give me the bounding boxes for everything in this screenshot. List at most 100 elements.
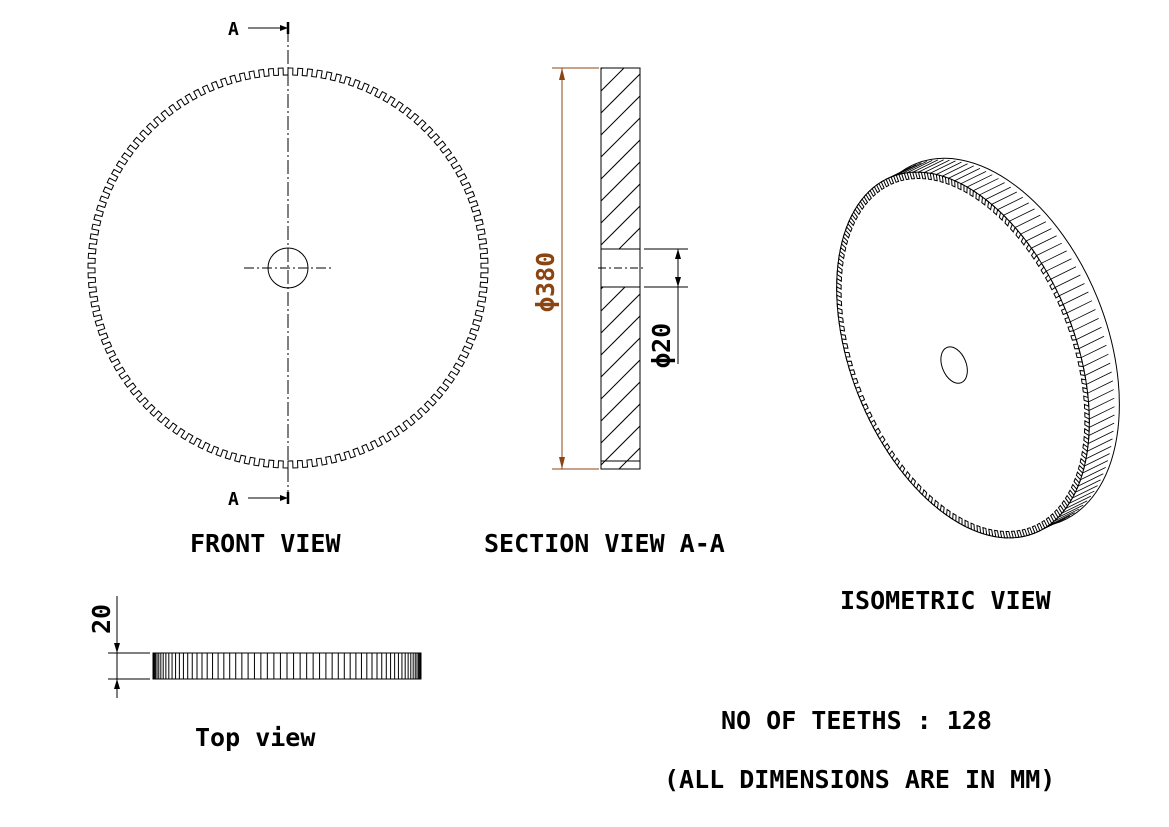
iso-tooth-ridge — [1059, 283, 1085, 297]
hatch-line — [601, 8, 640, 47]
section-view: ϕ380 ϕ20 SECTION VIEW A-A — [484, 8, 725, 558]
iso-tooth-ridge — [1082, 460, 1109, 474]
teeth-count-note: NO OF TEETHS : 128 — [721, 706, 992, 735]
iso-tooth-ridge — [896, 162, 922, 176]
iso-tooth-ridge — [979, 182, 1005, 196]
iso-tooth-ridge — [1077, 473, 1104, 487]
hatch-line — [618, 447, 640, 469]
iso-tooth-ridge — [1087, 380, 1114, 394]
iso-tooth-ridge — [1046, 258, 1072, 272]
iso-tooth-ridge — [1073, 317, 1099, 332]
iso-tooth-ridge — [924, 159, 950, 173]
iso-tooth-ridge — [1084, 362, 1111, 376]
iso-tooth-ridge — [1036, 242, 1062, 256]
units-note: (ALL DIMENSIONS ARE IN MM) — [664, 765, 1055, 794]
iso-tooth-ridge — [1041, 250, 1067, 264]
iso-tooth-ridge — [1009, 208, 1035, 222]
hatch-line — [601, 139, 640, 180]
section-marker-bottom: A — [228, 489, 290, 510]
iso-tooth-ridge — [1076, 326, 1102, 340]
hatch-line — [601, 161, 640, 202]
hatch-line — [601, 117, 640, 158]
iso-tooth-ridge — [1075, 479, 1101, 493]
iso-tooth-ridge — [1088, 389, 1114, 403]
iso-tooth-ridge — [1087, 438, 1113, 452]
bore-diameter-dimension-text: ϕ20 — [647, 323, 676, 368]
iso-tooth-ridge — [1078, 335, 1105, 349]
iso-tooth-ridge — [1061, 500, 1088, 514]
bore-diameter-dimension — [644, 248, 688, 364]
outer-diameter-dimension — [552, 67, 599, 470]
iso-tooth-ridge — [1025, 228, 1052, 242]
hatch-line — [601, 403, 640, 444]
hatch-line — [601, 337, 640, 378]
hatch-line — [601, 68, 625, 92]
iso-tooth-ridge — [1057, 504, 1084, 518]
iso-tooth-ridge — [1072, 485, 1098, 499]
section-view-title: SECTION VIEW A-A — [484, 529, 725, 558]
face-width-dimension — [108, 596, 150, 698]
iso-tooth-ridge — [1070, 309, 1096, 323]
hatch-line — [601, 492, 640, 531]
hatch-line — [601, 425, 640, 466]
section-marker-top: A — [228, 19, 290, 40]
iso-tooth-ridge — [1054, 274, 1081, 288]
section-marker-top-label: A — [228, 19, 239, 40]
iso-tooth-ridge — [942, 163, 968, 177]
iso-tooth-ridge — [1063, 291, 1089, 305]
isometric-view-front-tooth-profile — [836, 171, 1090, 539]
isometric-view-bore — [940, 346, 968, 384]
hatch-line — [601, 470, 640, 509]
iso-tooth-ridge — [960, 170, 987, 185]
iso-tooth-ridge — [1031, 235, 1057, 249]
iso-tooth-ridge — [918, 159, 944, 173]
iso-tooth-ridge — [1069, 490, 1095, 504]
iso-tooth-ridge — [1003, 202, 1029, 216]
front-view: A A FRONT VIEW — [87, 19, 489, 558]
hatch-line — [601, 381, 640, 422]
hatch-line — [601, 68, 603, 70]
iso-tooth-ridge — [1085, 446, 1112, 460]
top-view: 20 Top view — [87, 596, 422, 752]
hatch-line — [601, 183, 640, 224]
top-view-teeth — [152, 653, 422, 679]
iso-tooth-ridge — [1080, 467, 1106, 481]
iso-tooth-ridge — [1084, 453, 1110, 467]
top-view-title: Top view — [195, 723, 316, 752]
iso-tooth-ridge — [936, 161, 962, 175]
iso-tooth-ridge — [1083, 353, 1109, 367]
hatch-line — [601, 205, 640, 246]
iso-tooth-ridge — [985, 186, 1011, 200]
iso-tooth-ridge — [973, 178, 999, 192]
iso-tooth-ridge — [1088, 422, 1115, 436]
iso-tooth-ridge — [906, 160, 933, 174]
hatch-line — [601, 359, 640, 400]
hatch-line — [601, 95, 640, 136]
iso-tooth-ridge — [1086, 371, 1112, 385]
hatch-line — [601, 73, 640, 114]
hatch-line — [601, 315, 640, 356]
iso-tooth-ridge — [930, 160, 956, 174]
isometric-view-title: ISOMETRIC VIEW — [840, 586, 1052, 615]
iso-tooth-ridge — [1088, 397, 1115, 411]
iso-tooth-ridge — [1065, 495, 1092, 509]
front-view-title: FRONT VIEW — [190, 529, 341, 558]
iso-tooth-ridge — [1081, 344, 1107, 358]
iso-tooth-ridge — [966, 174, 993, 188]
section-view-hatching — [601, 8, 640, 531]
section-marker-bottom-label: A — [228, 489, 239, 510]
iso-tooth-ridge — [901, 161, 927, 175]
iso-tooth-ridge — [954, 168, 981, 182]
iso-tooth-ridge — [1050, 266, 1077, 280]
iso-tooth-ridge — [1053, 508, 1080, 522]
iso-tooth-ridge — [1088, 430, 1114, 444]
face-width-dimension-text: 20 — [87, 604, 116, 634]
iso-tooth-ridge — [912, 159, 939, 173]
iso-tooth-ridge — [991, 191, 1018, 205]
iso-tooth-ridge — [1089, 414, 1115, 428]
iso-tooth-ridge — [948, 165, 974, 179]
iso-tooth-ridge — [1020, 221, 1047, 235]
outer-diameter-dimension-text: ϕ380 — [531, 252, 560, 312]
iso-tooth-ridge — [1066, 300, 1093, 314]
